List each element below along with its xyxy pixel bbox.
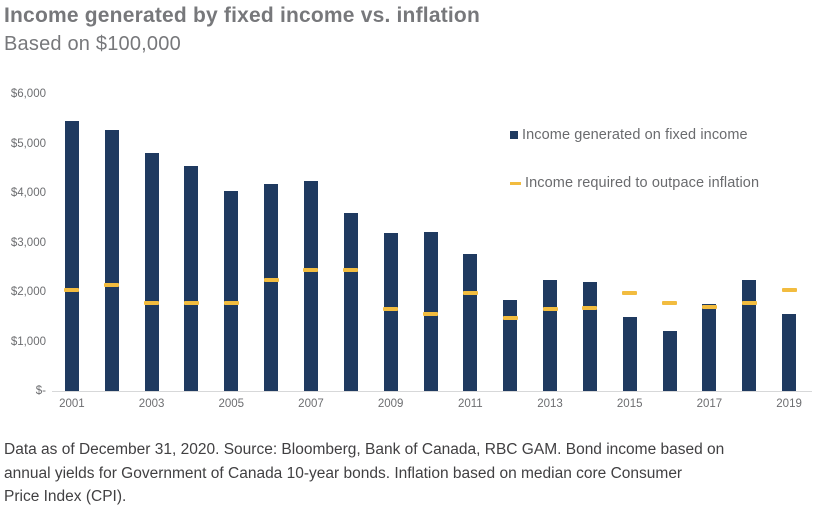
inflation-dash-2002	[104, 282, 120, 287]
inflation-dash-2001	[64, 287, 80, 292]
bar-2019	[782, 314, 797, 391]
bar-2017	[702, 304, 717, 391]
bar-2002	[104, 129, 119, 391]
y-tick-label: $3,000	[10, 236, 46, 249]
footnote-line: annual yields for Government of Canada 1…	[4, 464, 683, 482]
page-subtitle: Based on $100,000	[4, 33, 181, 55]
inflation-dash-2011	[462, 290, 478, 295]
inflation-dash-2012	[502, 315, 518, 320]
y-tick-label: $5,000	[10, 137, 46, 150]
bar-2007	[303, 180, 318, 391]
bar-2003	[144, 153, 159, 391]
bar-2014	[582, 282, 597, 391]
inflation-dash-2018	[741, 300, 757, 305]
bar-2009	[383, 232, 398, 391]
x-tick-label: 2001	[59, 398, 85, 410]
legend-label-inflation: Income required to outpace inflation	[525, 175, 760, 191]
inflation-dash-2006	[263, 277, 279, 282]
footnote-line: Data as of December 31, 2020. Source: Bl…	[4, 441, 725, 458]
y-tick-label: $1,000	[10, 335, 46, 348]
inflation-dash-2015	[622, 290, 638, 295]
inflation-dash-2004	[183, 300, 199, 305]
x-tick-label: 2015	[616, 398, 643, 410]
bar-2004	[184, 165, 199, 391]
inflation-dash-2009	[383, 307, 399, 312]
legend-label-fixed-income: Income generated on fixed income	[522, 127, 748, 143]
page-title: Income generated by fixed income vs. inf…	[4, 4, 480, 27]
y-tick-label: $-	[35, 385, 46, 397]
legend-item-fixed-income: Income generated on fixed income	[510, 127, 748, 143]
y-tick-label: $4,000	[10, 187, 46, 199]
x-tick-label: 2003	[138, 398, 165, 410]
inflation-dash-swatch-icon	[510, 181, 521, 185]
footnote-line: Price Index (CPI).	[4, 488, 127, 505]
bar-2015	[622, 316, 637, 391]
bar-2011	[463, 253, 478, 391]
inflation-dash-2010	[423, 312, 438, 317]
inflation-dash-2003	[144, 300, 160, 305]
inflation-dash-2005	[223, 300, 239, 305]
footnote: Data as of December 31, 2020. Source: Bl…	[4, 438, 804, 509]
bar-2018	[742, 279, 757, 391]
bar-2010	[423, 232, 438, 391]
inflation-dash-2013	[542, 307, 558, 312]
bar-2012	[503, 300, 518, 391]
bar-2013	[543, 279, 558, 391]
x-tick-label: 2007	[298, 398, 324, 410]
inflation-dash-2016	[662, 300, 678, 305]
inflation-dash-2014	[582, 305, 598, 310]
bar-2016	[662, 330, 677, 391]
x-tick-label: 2009	[377, 398, 404, 410]
x-tick-label: 2017	[696, 398, 723, 410]
bar-2001	[64, 121, 79, 391]
y-tick-label: $2,000	[10, 286, 46, 298]
x-tick-label: 2005	[218, 398, 245, 410]
inflation-dash-2007	[303, 267, 319, 272]
inflation-dash-2008	[343, 267, 359, 272]
legend-item-inflation: Income required to outpace inflation	[510, 175, 759, 191]
bar-2006	[264, 184, 279, 391]
x-tick-label: 2019	[776, 398, 802, 410]
inflation-dash-2017	[701, 304, 717, 309]
x-tick-label: 2011	[457, 398, 483, 410]
bar-2008	[343, 212, 358, 391]
inflation-dash-2019	[781, 287, 797, 292]
fixed-income-swatch-icon	[510, 131, 518, 139]
y-tick-label: $6,000	[10, 88, 46, 100]
x-axis-line	[52, 391, 812, 392]
x-tick-label: 2013	[537, 398, 563, 410]
bar-2005	[224, 190, 239, 391]
